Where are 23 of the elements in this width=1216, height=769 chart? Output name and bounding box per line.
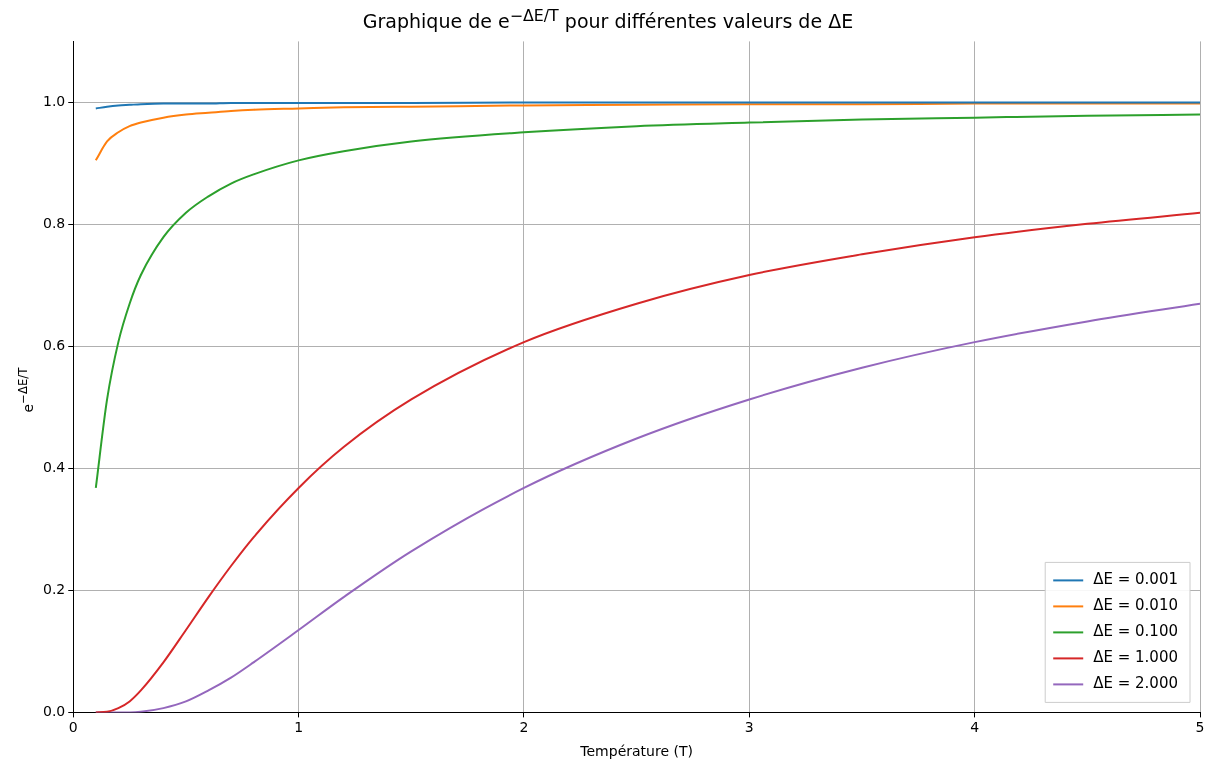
y-tick-label: 0.8 (43, 215, 66, 232)
x-axis-title: Température (T) (579, 743, 693, 760)
legend-label: ΔE = 0.010 (1093, 596, 1179, 615)
x-tick-label: 5 (1195, 719, 1205, 736)
y-tick-label: 0.2 (43, 581, 66, 598)
x-tick-label: 2 (519, 719, 529, 736)
legend-label: ΔE = 1.000 (1093, 648, 1179, 667)
line-series (94, 211, 1200, 713)
legend-label: ΔE = 0.001 (1093, 570, 1179, 589)
legend-label: ΔE = 0.100 (1093, 622, 1179, 641)
x-tick-label: 3 (744, 719, 754, 736)
legend-label: ΔE = 2.000 (1093, 674, 1179, 693)
x-tick-label: 4 (970, 719, 980, 736)
y-tick-label: 0.4 (43, 459, 66, 476)
y-tick-label: 0.6 (43, 337, 66, 354)
y-tick-label: 0.0 (43, 703, 66, 720)
x-tick-label: 1 (294, 719, 304, 736)
chart-title: Graphique de e$^{−ΔE/T}$ pour différentes valeurs de ΔE (361, 6, 855, 33)
y-tick-label: 1.0 (43, 93, 66, 110)
line-series (94, 101, 1200, 110)
x-tick-label: 0 (68, 719, 78, 736)
line-series (94, 113, 1200, 489)
line-series (94, 102, 1200, 162)
